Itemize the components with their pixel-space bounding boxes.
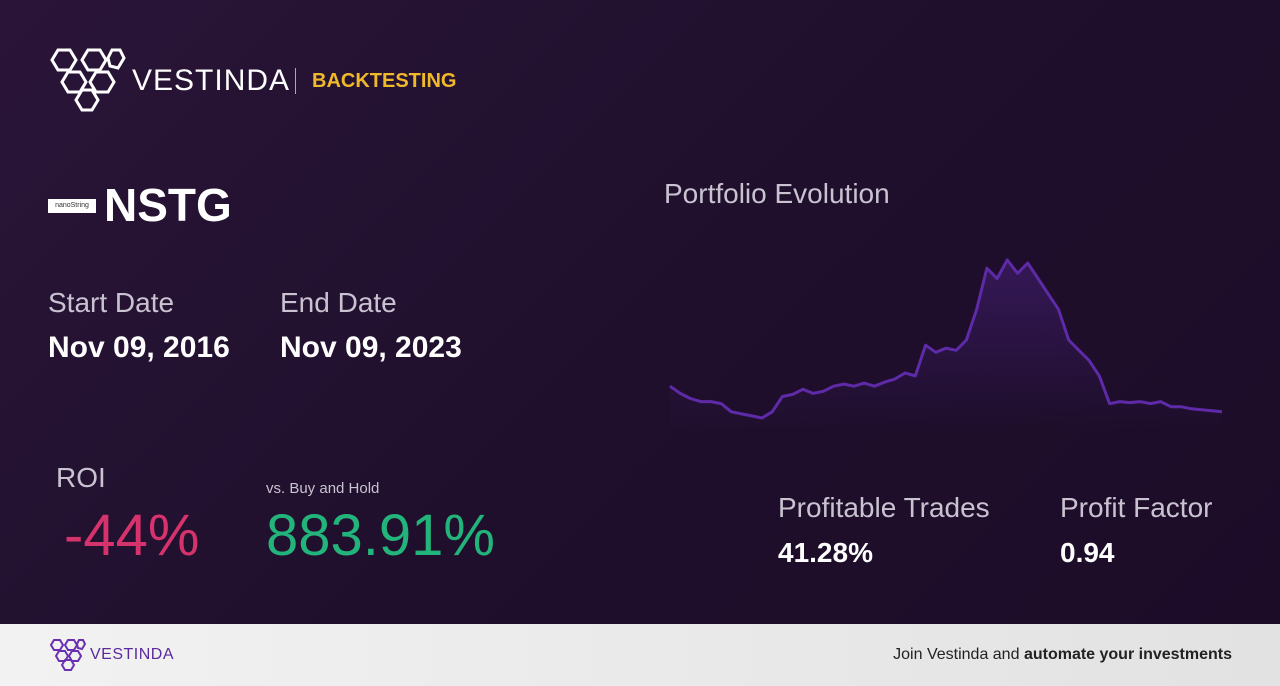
chart — [669, 258, 1223, 430]
line — [669, 258, 1223, 420]
footer-logo — [49, 639, 86, 671]
stat-label: Profitable Trades — [778, 492, 990, 523]
start-value: Nov 09, 2016 — [48, 331, 230, 364]
roi-value: -44% — [64, 503, 200, 568]
compare-label: vs. Buy and Hold — [266, 480, 380, 497]
footer-brand: VESTINDA — [90, 646, 175, 663]
cta-text: Join Vestinda and — [893, 646, 1020, 663]
cta-bold: automate your investments — [1023, 646, 1232, 663]
stat-value: 0.94 — [1060, 537, 1115, 568]
footer-cta: Join Vestinda and automate your investme… — [893, 646, 1232, 664]
stat-label: Profit Factor — [1060, 492, 1213, 523]
area — [670, 260, 1222, 430]
section-label: BACKTESTING — [312, 70, 457, 92]
roi-label: ROI — [56, 462, 106, 493]
brand-name: VESTINDA — [132, 64, 291, 97]
end-value: Nov 09, 2023 — [280, 331, 462, 364]
stat-value: 41.28% — [778, 537, 873, 568]
start-label: Start Date — [48, 287, 175, 318]
end-label: End Date — [280, 287, 397, 318]
asset-logo: nanoString — [48, 199, 96, 213]
compare-value: 883.91% — [266, 503, 495, 568]
ticker: NSTG — [104, 179, 232, 231]
brand-logo — [50, 48, 126, 112]
chart-title: Portfolio Evolution — [664, 178, 890, 209]
footer: VESTINDA Join Vestinda and automate your… — [0, 624, 1280, 686]
divider — [295, 68, 296, 94]
